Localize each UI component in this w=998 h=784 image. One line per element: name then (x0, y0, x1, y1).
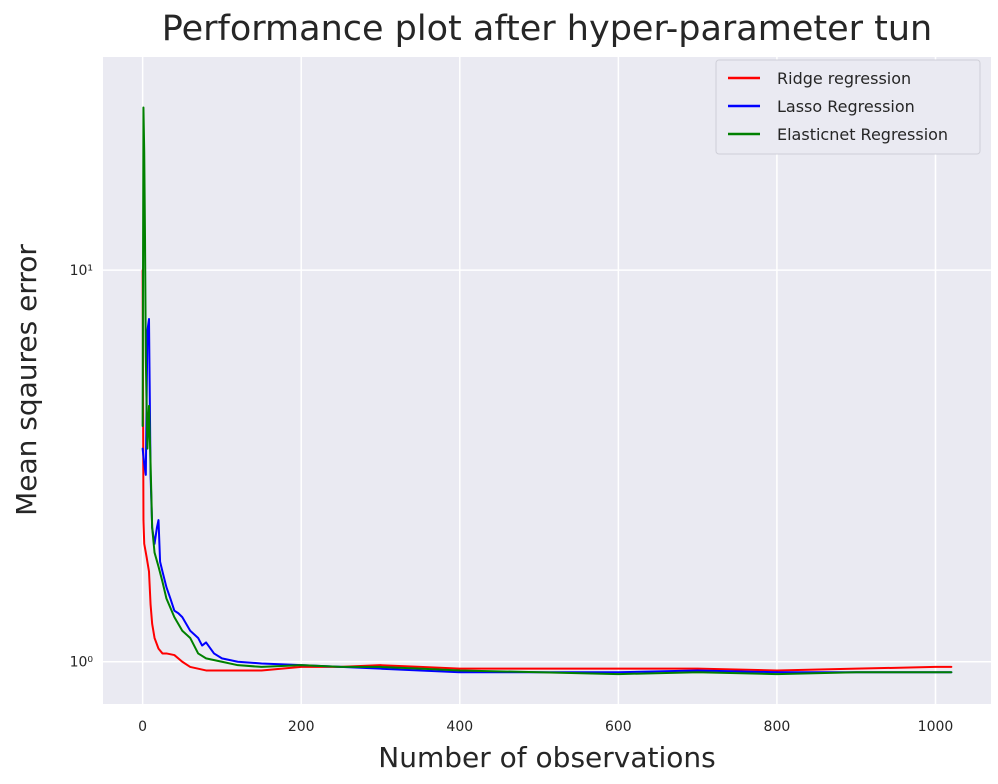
y-tick-label: 10¹ (70, 263, 93, 279)
y-axis-title: Mean sqaures error (10, 244, 43, 516)
x-tick-label: 1000 (918, 719, 954, 735)
legend: Ridge regression Lasso Regression Elasticn… (715, 59, 981, 155)
legend-label-0: Ridge regression (777, 69, 911, 88)
y-tick-label: 10⁰ (70, 655, 94, 671)
x-axis-ticks: 0 200 400 600 800 1000 (138, 719, 953, 735)
series-lines (141, 106, 953, 676)
y-axis-ticks: 10⁰ 10¹ (70, 263, 94, 671)
x-tick-label: 800 (764, 719, 791, 735)
x-axis-title: Number of observations (378, 741, 715, 774)
chart-title: Performance plot after hyper-parameter t… (162, 9, 932, 49)
plot-area (103, 57, 991, 704)
legend-label-1: Lasso Regression (777, 97, 915, 116)
grid-lines (103, 57, 991, 704)
x-tick-label: 600 (605, 719, 632, 735)
legend-label-2: Elasticnet Regression (777, 125, 948, 144)
legend-box (715, 59, 981, 155)
series-line-0 (141, 269, 953, 672)
legend-items: Ridge regression Lasso Regression Elasticn… (728, 69, 948, 144)
x-tick-label: 200 (288, 719, 315, 735)
series-line-2 (141, 106, 953, 676)
x-tick-label: 400 (446, 719, 473, 735)
x-tick-label: 0 (138, 719, 147, 735)
